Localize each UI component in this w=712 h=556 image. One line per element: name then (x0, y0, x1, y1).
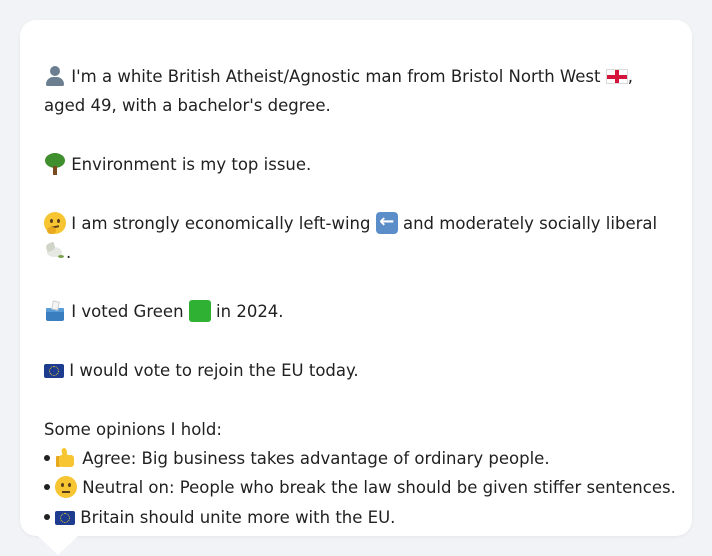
opinion-text: Neutral on: People who break the law sho… (82, 478, 676, 498)
top-issue-line: Environment is my top issue. (44, 150, 668, 179)
politics-text-2: and moderately socially liberal (402, 213, 658, 233)
opinions-heading: Some opinions I hold: (44, 419, 222, 439)
eu-line: I would vote to rejoin the EU today. (44, 356, 668, 385)
intro-text: I'm a white British Atheist/Agnostic man… (71, 67, 601, 86)
thinking-face-icon (44, 211, 66, 234)
top-issue-text: Environment is my top issue. (71, 155, 312, 175)
england-flag-icon (605, 69, 628, 84)
intro-comma: , (627, 67, 633, 86)
bullet-icon (44, 484, 50, 491)
vote-line: I voted Green in 2024. (44, 297, 668, 326)
green-square-icon (188, 300, 211, 323)
opinion-item: Neutral on: People who break the law sho… (44, 473, 676, 502)
politics-line-1: I am strongly economically left-wing and… (44, 209, 668, 238)
opinion-text: Britain should unite more with the EU. (80, 507, 396, 527)
opinion-item: Britain should unite more with the EU. (44, 503, 668, 532)
politics-text-1: I am strongly economically left-wing (71, 213, 371, 233)
left-arrow-icon (375, 209, 398, 235)
eu-text: I would vote to rejoin the EU today. (69, 360, 359, 380)
profile-card: I'm a white British Atheist/Agnostic man… (20, 20, 692, 536)
neutral-face-icon (55, 476, 77, 499)
opinion-text: Agree: Big business takes advantage of o… (82, 449, 550, 469)
vote-text-2: in 2024. (216, 302, 284, 322)
speech-bubble-tail (38, 536, 78, 555)
tree-icon (44, 153, 66, 176)
eu-flag-icon (55, 510, 75, 525)
opinion-item: Agree: Big business takes advantage of o… (44, 444, 668, 473)
intro-line-1: I'm a white British Atheist/Agnostic man… (44, 62, 668, 91)
ballot-box-icon (44, 300, 66, 322)
thumbs-up-icon (55, 447, 77, 469)
bullet-icon (44, 513, 50, 520)
bullet-icon (44, 455, 50, 462)
politics-period: . (66, 243, 72, 263)
person-icon (44, 65, 66, 87)
vote-text-1: I voted Green (71, 302, 184, 322)
intro-line-2: aged 49, with a bachelor's degree. (44, 96, 331, 116)
politics-line-2: . (44, 238, 668, 267)
dove-icon (44, 241, 66, 263)
eu-flag-icon (44, 363, 64, 378)
